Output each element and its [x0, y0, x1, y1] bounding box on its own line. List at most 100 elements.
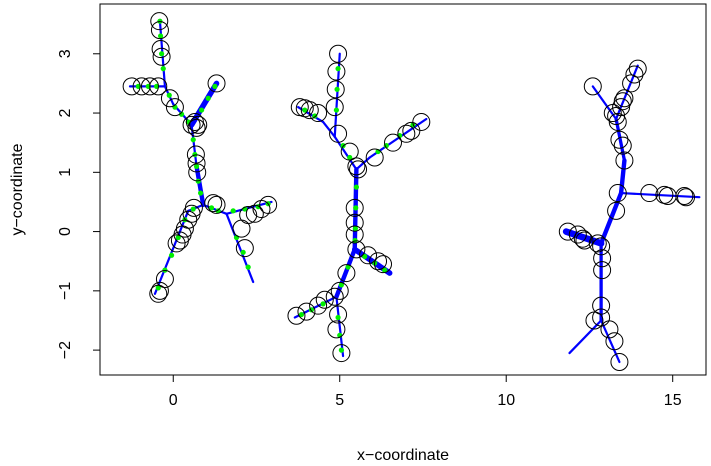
green-dot	[302, 107, 308, 113]
data-point	[675, 187, 694, 206]
data-point	[165, 98, 184, 117]
y-tick-label: −2	[57, 341, 74, 359]
green-dot	[352, 226, 358, 232]
green-dot	[345, 264, 351, 270]
data-point	[615, 151, 634, 170]
tree-edge	[335, 295, 345, 358]
y-tick-label: 3	[57, 49, 74, 58]
data-point	[610, 352, 629, 371]
data-point	[345, 198, 364, 217]
data-point	[329, 44, 348, 63]
green-dot	[338, 347, 345, 353]
green-dot	[212, 83, 218, 89]
data-point	[325, 98, 344, 117]
data-point	[207, 195, 226, 214]
data-point	[607, 107, 626, 126]
data-point	[593, 249, 612, 268]
green-dot	[190, 206, 196, 212]
data-point	[600, 320, 619, 339]
tree-edge	[355, 156, 371, 171]
tree-edge	[614, 64, 639, 121]
data-point	[309, 104, 328, 123]
data-point	[640, 184, 659, 203]
green-dot	[333, 107, 340, 113]
data-point	[287, 306, 306, 325]
tree-edge	[591, 85, 618, 121]
data-point	[259, 195, 278, 214]
data-point	[588, 234, 607, 253]
data-point	[329, 305, 348, 324]
data-point	[610, 130, 629, 149]
tree-edge	[562, 228, 605, 247]
green-dot	[166, 92, 172, 98]
data-point	[325, 287, 344, 306]
data-point	[592, 237, 611, 256]
data-point	[615, 89, 634, 108]
data-point	[603, 104, 622, 123]
green-dot	[245, 264, 251, 270]
data-point	[412, 112, 431, 131]
data-point	[150, 21, 169, 40]
data-point	[155, 269, 174, 288]
data-point	[347, 157, 366, 176]
data-point	[622, 74, 641, 93]
y-axis: −2 −1 0 1 2 3	[57, 49, 101, 359]
data-point	[309, 296, 328, 315]
green-dot	[155, 285, 161, 291]
green-dot	[158, 51, 165, 57]
data-point	[605, 332, 624, 351]
green-dot	[197, 190, 204, 196]
data-point	[585, 311, 604, 330]
data-point	[327, 62, 346, 81]
data-point	[329, 124, 348, 143]
green-dot	[198, 107, 205, 113]
data-point	[613, 136, 632, 155]
tree-edge	[618, 158, 627, 196]
tree-edge	[190, 123, 198, 168]
data-point	[628, 59, 647, 78]
y-tick-label: 1	[57, 168, 74, 177]
data-point	[347, 240, 366, 259]
y-tick-label: −1	[57, 282, 74, 300]
data-point	[152, 47, 171, 66]
green-dot	[190, 137, 196, 143]
green-dot	[158, 33, 164, 39]
data-point	[345, 213, 364, 232]
green-dot	[205, 95, 211, 101]
green-dot	[178, 111, 185, 117]
data-point	[345, 225, 364, 244]
data-point	[332, 344, 351, 363]
x-tick-label: 5	[335, 392, 344, 409]
y-tick-label: 2	[57, 109, 74, 118]
data-point	[583, 77, 602, 96]
data-point	[167, 234, 186, 253]
green-dot	[353, 205, 359, 211]
data-point	[245, 204, 264, 223]
data-point	[150, 12, 169, 31]
data-point	[592, 296, 611, 315]
data-point	[315, 290, 334, 309]
green-dot	[335, 314, 341, 321]
data-point	[337, 264, 356, 283]
data-point	[340, 142, 359, 161]
green-dot	[320, 301, 326, 307]
y-axis-label: y−coordinate	[9, 143, 26, 235]
data-point	[232, 219, 251, 238]
tree-edge	[153, 209, 190, 295]
data-point	[607, 201, 626, 220]
tree-edge	[202, 203, 228, 215]
data-point	[185, 112, 204, 131]
tree-edge	[321, 120, 336, 138]
data-point	[359, 246, 378, 265]
green-dot	[175, 234, 181, 241]
green-dot	[168, 252, 175, 258]
green-dot	[193, 163, 200, 169]
data-point	[204, 194, 223, 213]
green-dot	[382, 267, 388, 273]
data-point	[613, 92, 632, 111]
data-point	[150, 281, 169, 300]
points-layer	[122, 12, 696, 371]
green-dot	[240, 249, 246, 255]
data-point	[235, 239, 254, 258]
green-dot	[208, 205, 215, 211]
